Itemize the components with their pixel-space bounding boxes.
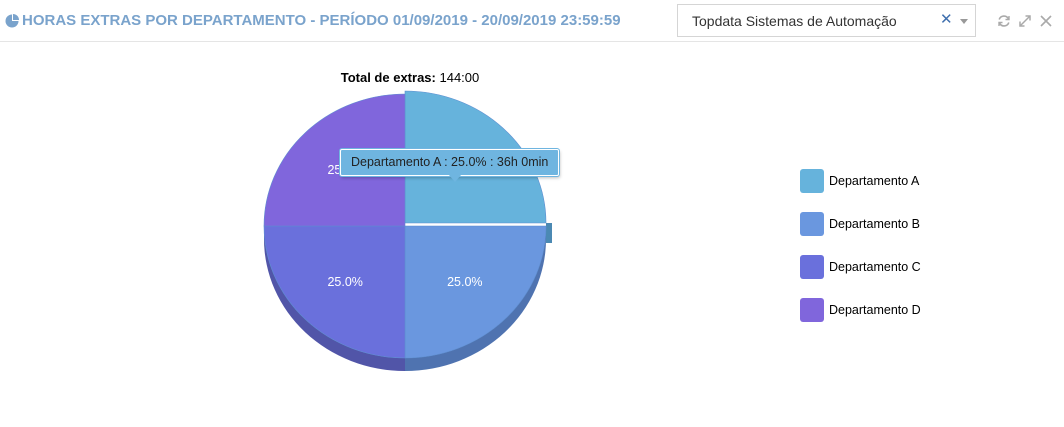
legend-swatch xyxy=(800,298,824,322)
legend-swatch xyxy=(800,212,824,236)
expand-icon[interactable] xyxy=(1018,14,1032,28)
refresh-icon[interactable] xyxy=(997,14,1011,28)
legend-label: Departamento B xyxy=(829,217,921,231)
chart-tooltip: Departamento A : 25.0% : 36h 0min xyxy=(340,149,560,182)
legend-label: Departamento D xyxy=(829,303,921,317)
page-title: HORAS EXTRAS POR DEPARTAMENTO - PERÍODO … xyxy=(22,12,621,29)
chevron-down-icon[interactable] xyxy=(960,19,968,24)
close-icon[interactable] xyxy=(1039,14,1053,28)
company-select-value: Topdata Sistemas de Automação xyxy=(692,13,897,29)
pie-slice[interactable] xyxy=(263,93,406,227)
legend-swatch xyxy=(800,255,824,279)
pie-slice-label: 25.0% xyxy=(447,275,482,289)
pie-chart: 25.0%25.0%25.0%25.0% xyxy=(263,90,552,371)
pie-slice-side xyxy=(264,226,405,371)
total-label: Total de extras: xyxy=(340,70,436,85)
close-icon[interactable]: ✕ xyxy=(940,11,953,28)
panel-header: HORAS EXTRAS POR DEPARTAMENTO - PERÍODO … xyxy=(0,0,1064,42)
legend-swatch xyxy=(800,169,824,193)
company-select[interactable]: Topdata Sistemas de Automação ✕ xyxy=(677,4,976,37)
chart-total: Total de extras: 144:00 xyxy=(0,70,820,85)
pie-slice[interactable] xyxy=(263,225,406,359)
total-value: 144:00 xyxy=(439,70,480,85)
pie-chart-icon xyxy=(5,14,19,28)
pie-slice-hover-edge xyxy=(546,223,552,243)
pie-slice-label: 25.0% xyxy=(327,275,362,289)
pie-slice[interactable] xyxy=(404,225,547,359)
legend-label: Departamento A xyxy=(829,174,920,188)
pie-slice-side xyxy=(405,226,546,371)
legend-label: Departamento C xyxy=(829,260,921,274)
